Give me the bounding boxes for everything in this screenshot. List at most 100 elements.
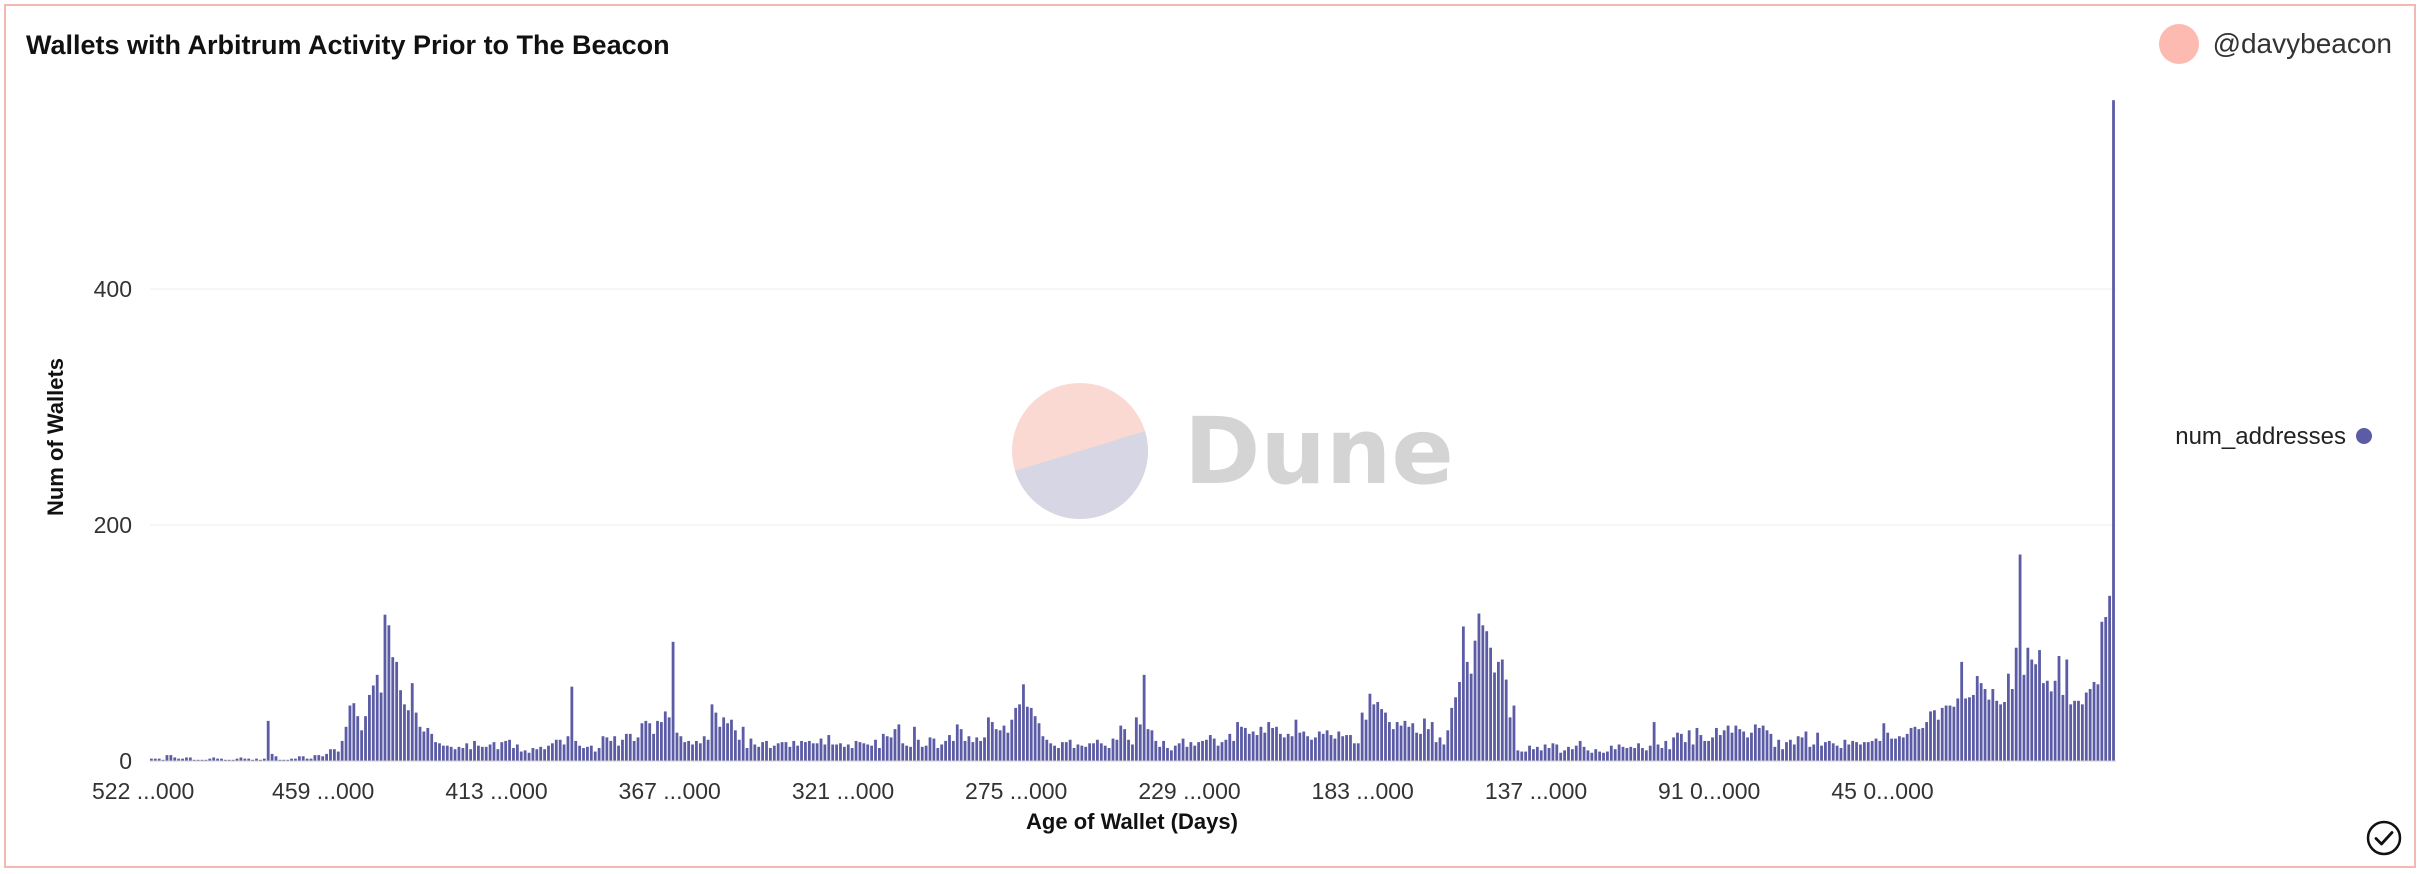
bar[interactable] [1076, 744, 1080, 761]
bar[interactable] [1925, 722, 1929, 761]
bar[interactable] [1722, 730, 1726, 761]
bar[interactable] [1407, 726, 1411, 761]
bar[interactable] [1232, 740, 1236, 761]
bar[interactable] [1216, 745, 1220, 761]
bar[interactable] [726, 723, 729, 761]
bar[interactable] [262, 758, 266, 761]
bar[interactable] [710, 704, 714, 761]
bar[interactable] [1150, 730, 1154, 761]
bar[interactable] [714, 712, 718, 761]
bar[interactable] [519, 751, 523, 761]
bar[interactable] [1154, 740, 1158, 761]
bar[interactable] [150, 758, 153, 761]
bar[interactable] [1644, 750, 1648, 761]
bar[interactable] [1033, 716, 1037, 761]
bar[interactable] [379, 692, 383, 761]
bar[interactable] [597, 748, 601, 761]
bar[interactable] [671, 641, 675, 761]
bar[interactable] [410, 683, 414, 761]
bar[interactable] [1278, 733, 1282, 761]
bar[interactable] [1586, 750, 1590, 761]
bar[interactable] [1084, 746, 1088, 761]
bar[interactable] [239, 757, 243, 761]
bar[interactable] [1512, 705, 1516, 761]
bar[interactable] [1333, 738, 1337, 761]
bar[interactable] [979, 740, 983, 761]
bar[interactable] [1372, 704, 1376, 761]
bar[interactable] [1461, 626, 1465, 761]
bar[interactable] [227, 759, 231, 761]
bar[interactable] [465, 743, 469, 761]
bar[interactable] [270, 753, 274, 761]
bar[interactable] [1757, 727, 1761, 761]
bar[interactable] [169, 755, 173, 761]
bar[interactable] [1637, 743, 1640, 761]
bar[interactable] [586, 746, 589, 761]
bar[interactable] [1516, 750, 1520, 761]
bar[interactable] [998, 730, 1002, 761]
bar[interactable] [344, 726, 348, 761]
bar[interactable] [1839, 748, 1843, 761]
bar[interactable] [1679, 733, 1683, 761]
bar[interactable] [695, 740, 698, 761]
bar[interactable] [208, 758, 212, 761]
bar[interactable] [461, 748, 465, 761]
bar[interactable] [940, 744, 944, 761]
bar[interactable] [1979, 683, 1983, 761]
bar[interactable] [889, 737, 893, 761]
bar[interactable] [496, 749, 500, 761]
bar[interactable] [231, 759, 235, 761]
bar[interactable] [737, 739, 741, 761]
bar[interactable] [469, 749, 473, 761]
bar[interactable] [1796, 736, 1800, 761]
bar[interactable] [1477, 613, 1481, 762]
bar[interactable] [2084, 692, 2088, 761]
bar[interactable] [294, 758, 297, 761]
bar[interactable] [554, 739, 558, 761]
bar[interactable] [1282, 737, 1286, 761]
bar[interactable] [757, 746, 761, 761]
bar[interactable] [1862, 742, 1866, 761]
bar[interactable] [1317, 731, 1321, 762]
bar[interactable] [815, 743, 819, 761]
bar[interactable] [1633, 748, 1637, 761]
bar[interactable] [1738, 729, 1742, 761]
bar[interactable] [605, 737, 609, 761]
bar[interactable] [1765, 730, 1769, 761]
bar[interactable] [235, 758, 239, 761]
bar[interactable] [1321, 733, 1325, 761]
bar[interactable] [570, 686, 574, 761]
bar[interactable] [765, 740, 768, 761]
bar[interactable] [1022, 684, 1025, 761]
bar[interactable] [913, 726, 916, 761]
bar[interactable] [375, 674, 379, 761]
bar[interactable] [185, 757, 188, 761]
bar[interactable] [1473, 640, 1477, 761]
bar[interactable] [920, 746, 924, 761]
bar[interactable] [878, 748, 881, 761]
bar[interactable] [1236, 722, 1239, 761]
bar[interactable] [488, 744, 492, 761]
bar[interactable] [457, 746, 461, 761]
bar[interactable] [1847, 744, 1851, 761]
bar[interactable] [1088, 743, 1092, 761]
bar[interactable] [1995, 700, 1999, 761]
bar[interactable] [1068, 739, 1072, 761]
bar[interactable] [1450, 707, 1454, 761]
bar[interactable] [278, 759, 282, 761]
bar[interactable] [1785, 742, 1788, 761]
bar[interactable] [1613, 749, 1617, 761]
bar[interactable] [543, 749, 546, 761]
bar[interactable] [769, 748, 772, 761]
bar[interactable] [2073, 700, 2076, 761]
bar[interactable] [854, 740, 858, 761]
bar[interactable] [1695, 727, 1699, 761]
bar[interactable] [1964, 698, 1967, 761]
bar[interactable] [994, 729, 998, 761]
bar[interactable] [1761, 725, 1765, 761]
bar[interactable] [1045, 739, 1049, 761]
bar[interactable] [1983, 689, 1987, 761]
bar[interactable] [807, 740, 811, 761]
bar[interactable] [1060, 742, 1064, 761]
bar[interactable] [200, 759, 204, 761]
